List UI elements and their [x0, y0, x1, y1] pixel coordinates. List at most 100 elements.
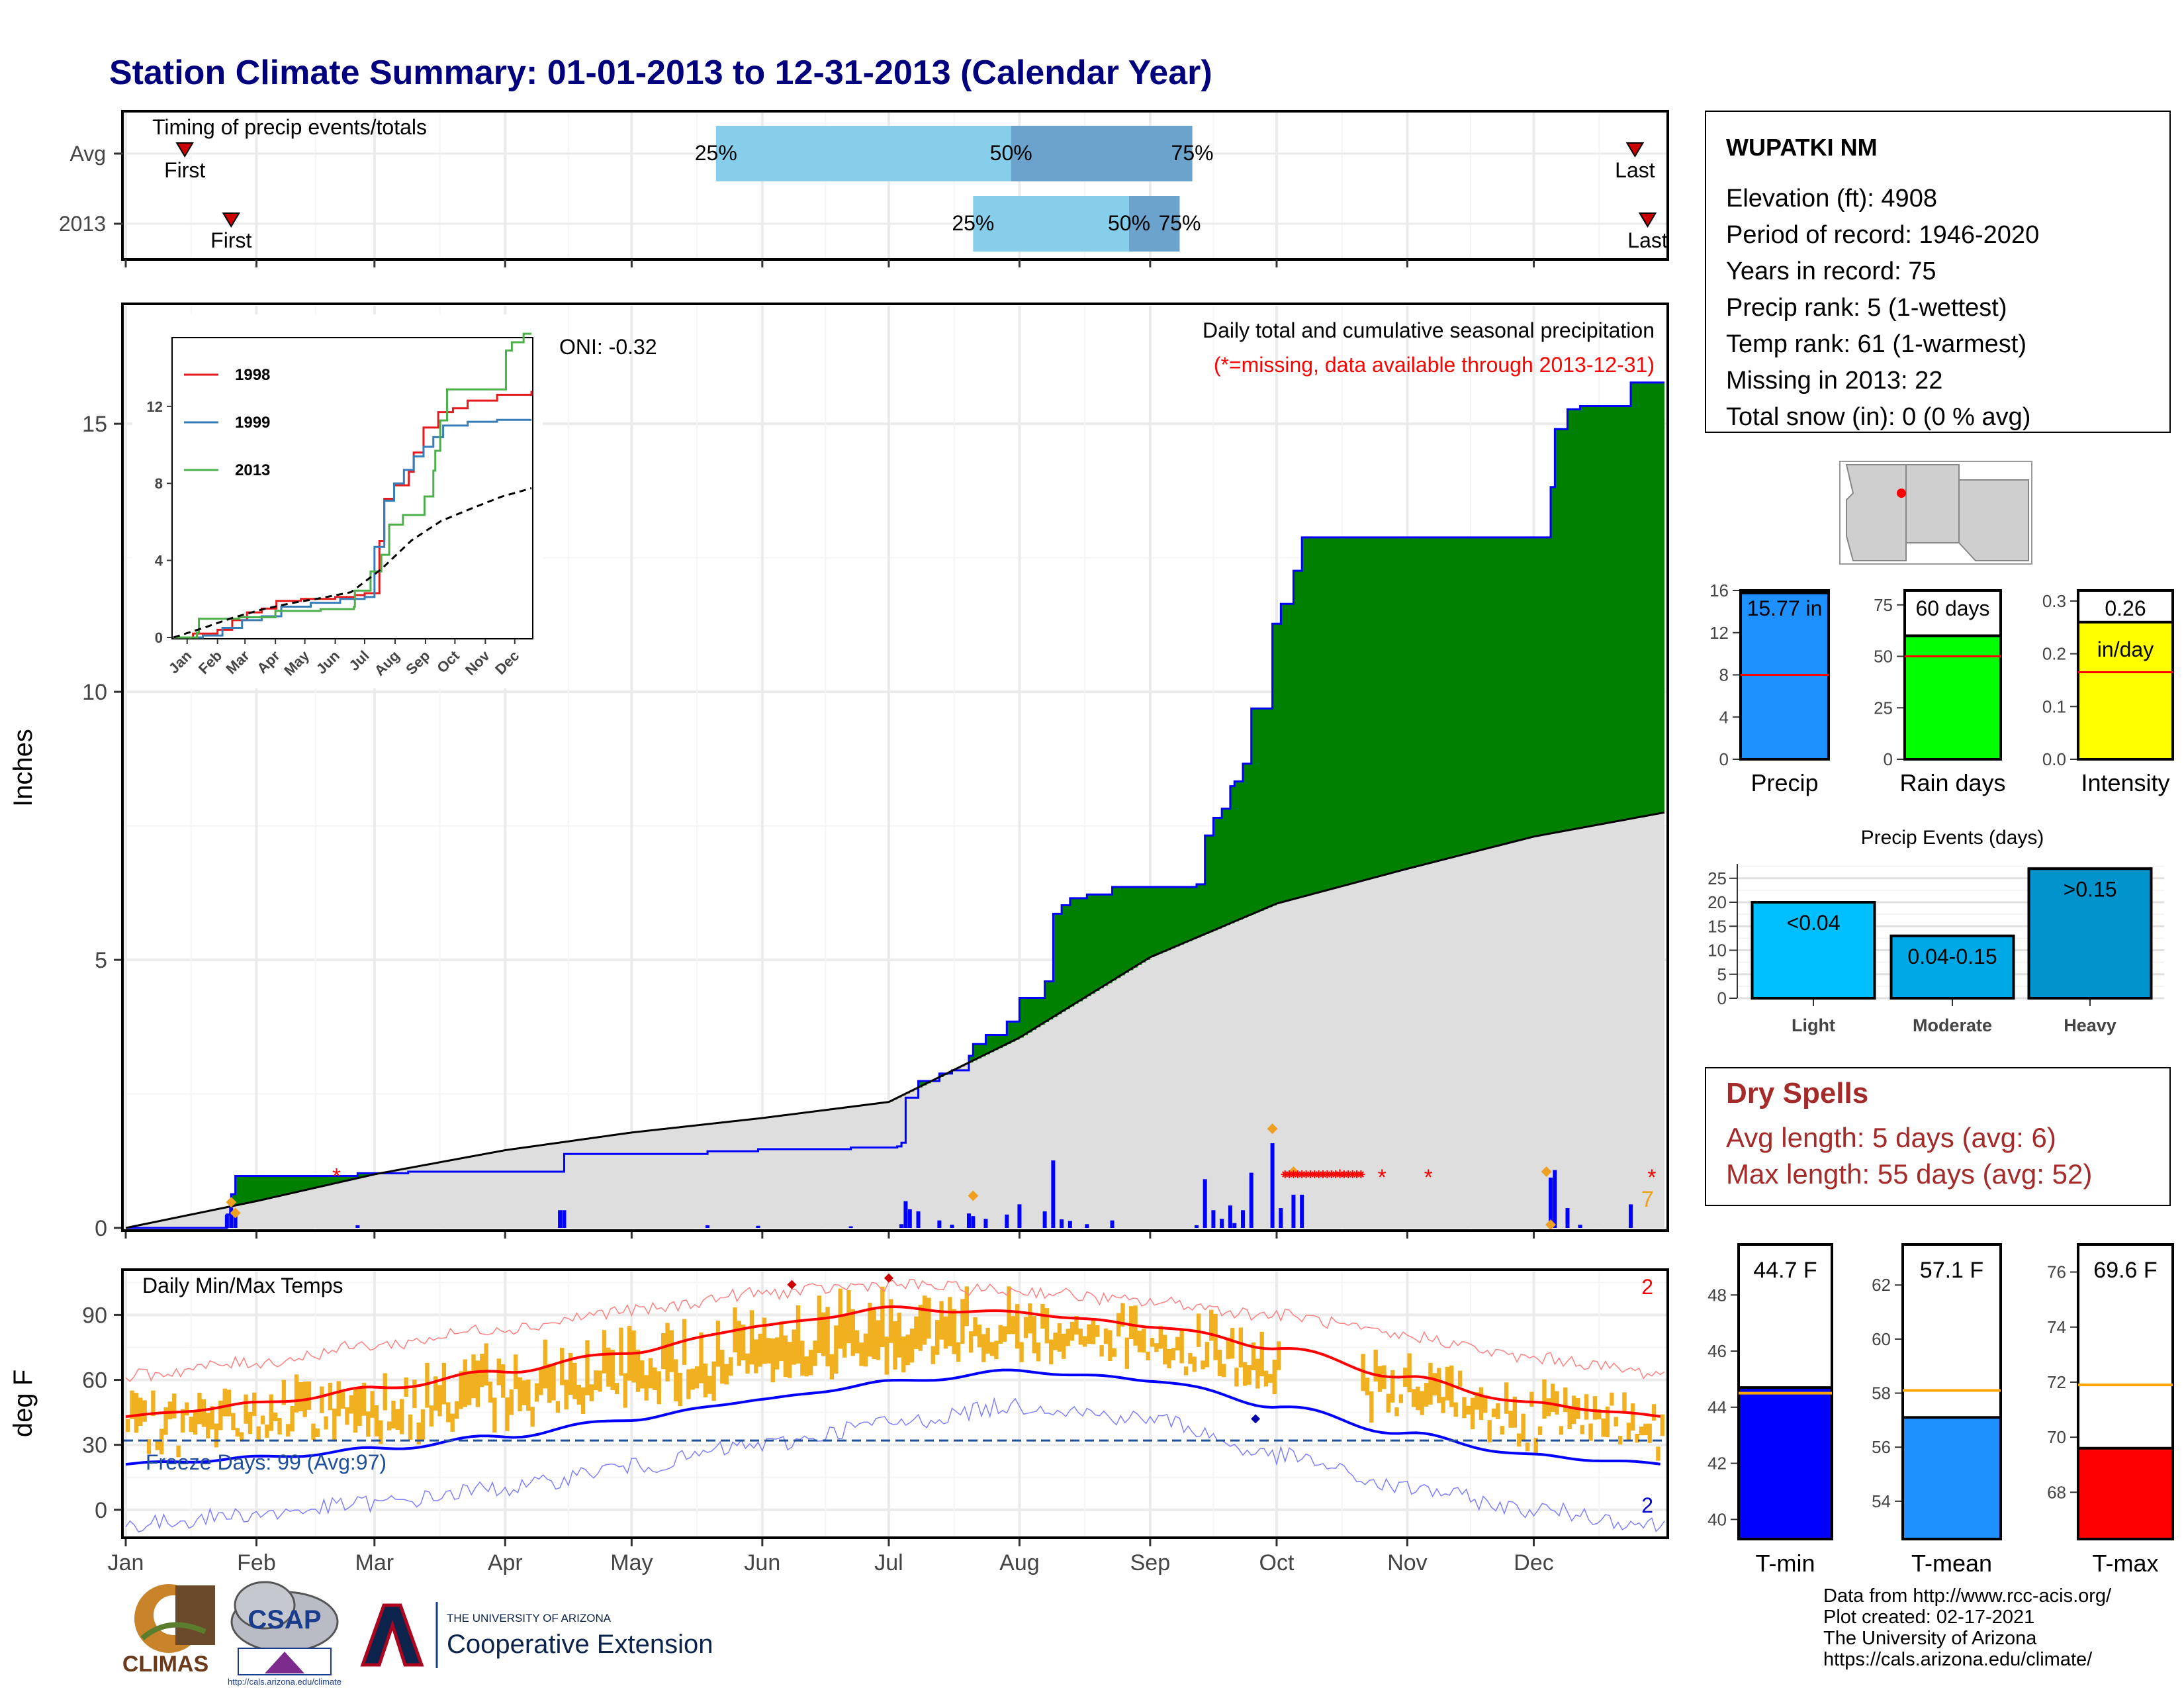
timing-label: Timing of precip events/totals	[152, 115, 427, 139]
temperature-summary-bars: 40 42 44 46 48 44.7 F T-min 54 56 58 60 62 57.1 F T-m…	[1707, 1243, 2174, 1577]
mini-bar-name: Rain days	[1899, 769, 2005, 796]
inset-frame	[171, 337, 533, 639]
inset-y-tick-label: 12	[147, 399, 163, 415]
extreme-event-marker	[226, 1197, 237, 1208]
month-label: Jul	[874, 1550, 903, 1575]
mini-bar-value-label: 0.26	[2105, 596, 2146, 620]
record-low-count: 2	[1641, 1493, 1653, 1517]
csap-logo: CSAP http://cals.arizona.edu/climate	[228, 1581, 341, 1687]
month-label: Feb	[237, 1550, 276, 1575]
station-info-frame	[1705, 111, 2171, 433]
precip-y-tick-label: 10	[82, 680, 107, 705]
coop-extension-text: Cooperative Extension	[447, 1630, 713, 1659]
daily-precip-bar	[233, 1209, 238, 1228]
mini-bar-tick-label: 50	[1874, 647, 1893, 667]
dry-spells-title: Dry Spells	[1726, 1077, 1868, 1109]
daily-temp-bars	[126, 1286, 1664, 1461]
timing-label-50: 50%	[990, 141, 1032, 165]
footer-plot-created: Plot created: 02-17-2021	[1823, 1607, 2034, 1628]
daily-precip-bar	[1194, 1225, 1199, 1228]
temp-data	[124, 1273, 1666, 1532]
daily-precip-bar	[848, 1226, 853, 1228]
temp-y-tick-label: 90	[82, 1303, 107, 1328]
mini-bar-tick-label: 0.0	[2042, 749, 2066, 769]
precip-data: * * * * *	[125, 381, 1665, 1231]
info-precip-rank: Precip rank: 5 (1-wettest)	[1726, 294, 2007, 322]
mini-bar-tick-label: 0.2	[2042, 644, 2066, 664]
timing-last-marker	[1638, 212, 1657, 228]
timing-panel: 25% 50% 75% First Last 25% 50% 75% First Last Tim…	[59, 110, 1669, 267]
daily-precip-bar	[1228, 1205, 1232, 1228]
missing-day-marker: *	[1424, 1165, 1433, 1190]
timing-row-2013-label: 2013	[59, 212, 106, 236]
mini-bar-value-label: 60 days	[1915, 596, 1989, 620]
info-snow: Total snow (in): 0 (0 % avg)	[1726, 403, 2030, 431]
info-elevation: Elevation (ft): 4908	[1726, 185, 1937, 212]
missing-day-marker: *	[1647, 1165, 1656, 1190]
daily-precip-bar	[1549, 1177, 1553, 1228]
month-axis: Jan Feb Mar Apr May Jun Jul Aug Sep Oct Nov Dec	[108, 1550, 1554, 1575]
precip-y-tick-label: 0	[95, 1216, 107, 1241]
temp-bar-tick-label: 56	[1872, 1437, 1891, 1457]
record-high-line	[125, 1279, 1665, 1382]
record-high-count: 2	[1641, 1275, 1653, 1299]
precip-events-tick-label: 5	[1717, 964, 1727, 984]
precip-events-tick-label: 15	[1707, 916, 1727, 936]
daily-precip-bar	[705, 1225, 710, 1228]
precip-events-title: Precip Events (days)	[1861, 827, 2044, 849]
precip-events-tick-label: 10	[1707, 941, 1727, 961]
daily-precip-bar	[966, 1213, 971, 1228]
inset-y-tick-label: 8	[155, 475, 163, 492]
climas-emblem-swoosh	[140, 1622, 206, 1641]
inset-legend-label: 1999	[235, 414, 270, 432]
temp-bar-tick-label: 54	[1872, 1491, 1891, 1511]
timing-bar-50-75	[1129, 196, 1180, 252]
daily-precip-bar	[1241, 1210, 1246, 1228]
station-info-box: WUPATKI NM Elevation (ft): 4908 Period o…	[1705, 111, 2171, 433]
temp-bar-tick-label: 58	[1872, 1383, 1891, 1403]
month-label: Aug	[999, 1550, 1040, 1575]
precip-event-category: Heavy	[2064, 1015, 2116, 1035]
temp-bar-name: T-min	[1756, 1550, 1815, 1577]
temp-bar-value-label: 69.6 F	[2093, 1258, 2157, 1283]
timing-marks: 25% 50% 75% First Last 25% 50% 75% First Last	[164, 126, 1668, 252]
inset-y-tick-label: 4	[155, 553, 163, 569]
timing-label-25: 25%	[695, 141, 737, 165]
daily-precip-bar	[1279, 1208, 1283, 1228]
precip-y-tick-label: 5	[95, 948, 107, 973]
inset-legend-label: 2013	[235, 461, 270, 479]
avg-tmax-line	[125, 1305, 1661, 1419]
record-high-marker	[787, 1280, 797, 1289]
daily-precip-bar	[971, 1216, 976, 1228]
daily-precip-bar	[355, 1225, 360, 1228]
month-label: Jun	[744, 1550, 780, 1575]
mini-bar-name: Intensity	[2081, 769, 2169, 796]
precip-events-chart: Precip Events (days) 0 5 10 15 20 25 <0.04 Light…	[1707, 827, 2164, 1035]
temp-bar-value-label: 44.7 F	[1753, 1258, 1817, 1283]
climas-emblem-mark	[175, 1585, 215, 1645]
temp-bar-name: T-max	[2092, 1550, 2158, 1577]
daily-precip-bar	[1005, 1214, 1009, 1228]
daily-precip-bar	[1068, 1221, 1072, 1228]
station-name: WUPATKI NM	[1726, 134, 1878, 161]
temp-panel: 0 30 60 90 deg F Daily Min/Max Temps Freeze…	[9, 1268, 1669, 1575]
university-a-mark	[360, 1603, 424, 1667]
oni-value: ONI: -0.32	[559, 335, 657, 359]
mini-bar-tick-label: 75	[1874, 595, 1893, 615]
daily-precip-bar	[1553, 1170, 1557, 1228]
precip-chart-title: Daily total and cumulative seasonal prec…	[1203, 318, 1655, 342]
timing-first-label: First	[164, 158, 205, 182]
precip-event-bar-label: <0.04	[1787, 911, 1841, 935]
dry-spells-avg: Avg length: 5 days (avg: 6)	[1726, 1122, 2056, 1153]
footer-university: The University of Arizona	[1823, 1628, 2037, 1649]
annual-summary-bars: 0 4 8 12 16 15.77 in Precip 0 25 50 75 60 days Rain …	[1709, 581, 2174, 796]
timing-bar-50-75	[1011, 126, 1193, 181]
record-low-marker	[1251, 1414, 1261, 1424]
daily-precip-bar	[1249, 1172, 1253, 1228]
mini-bar-value-label: 15.77 in	[1747, 596, 1823, 620]
daily-precip-bar	[1300, 1194, 1304, 1228]
month-label: Apr	[488, 1550, 523, 1575]
dry-spells-frame	[1705, 1067, 2171, 1206]
